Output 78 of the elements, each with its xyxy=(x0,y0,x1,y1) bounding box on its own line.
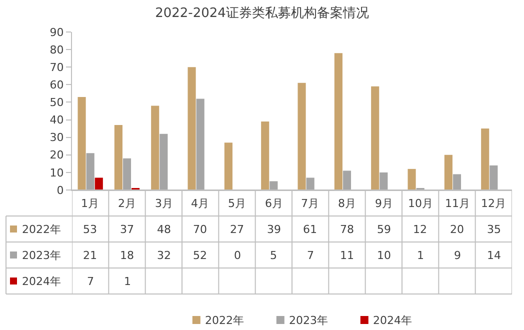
data-label: 14 xyxy=(487,249,501,262)
x-tick-label: 4月 xyxy=(191,197,209,210)
text: 2022年 xyxy=(205,314,244,327)
legend-label: 2023年 xyxy=(22,249,61,262)
data-label: 10 xyxy=(377,249,391,262)
x-tick-label: 2月 xyxy=(118,197,136,210)
bar xyxy=(334,53,342,190)
data-label: 9 xyxy=(454,249,461,262)
x-tick-label: 9月 xyxy=(375,197,393,210)
y-tick-label: 90 xyxy=(50,26,64,39)
bar xyxy=(306,178,314,190)
y-tick-label: 40 xyxy=(50,114,64,127)
bar xyxy=(224,142,232,190)
chart-title: 2022-2024证券类私募机构备案情况 xyxy=(155,5,369,22)
y-tick-label: 20 xyxy=(50,148,64,162)
data-label: 11 xyxy=(340,249,354,262)
data-label: 7 xyxy=(307,249,314,262)
text: 2023年 xyxy=(289,314,328,327)
data-label: 78 xyxy=(340,223,354,236)
bar xyxy=(86,153,94,190)
data-label: 18 xyxy=(120,249,134,262)
y-tick-label: 30 xyxy=(50,131,64,144)
legend-label: 2022年 xyxy=(22,223,61,236)
data-label: 35 xyxy=(487,223,501,236)
x-tick-label: 5月 xyxy=(228,197,246,210)
legend-label: 2024年 xyxy=(22,275,61,288)
x-tick-label: 8月 xyxy=(338,197,356,210)
data-label: 39 xyxy=(267,223,281,236)
bar xyxy=(371,86,380,190)
x-tick-label: 11月 xyxy=(445,197,470,210)
data-label: 5 xyxy=(270,249,277,262)
data-label: 0 xyxy=(234,249,241,262)
data-label: 1 xyxy=(124,275,131,288)
data-label: 53 xyxy=(83,223,97,236)
y-tick-label: 60 xyxy=(50,78,64,92)
x-tick-label: 1月 xyxy=(81,197,99,210)
data-label: 12 xyxy=(413,223,427,236)
data-label: 52 xyxy=(193,249,207,262)
x-tick-label: 3月 xyxy=(155,197,173,210)
x-tick-label: 6月 xyxy=(265,197,283,210)
data-label: 32 xyxy=(157,249,171,262)
bar xyxy=(188,67,196,190)
bar xyxy=(94,178,103,190)
bar xyxy=(408,168,416,190)
data-label: 20 xyxy=(450,223,464,236)
y-tick-label: 10 xyxy=(50,166,64,180)
data-label: 61 xyxy=(303,223,317,236)
bar xyxy=(122,158,132,190)
data-label: 70 xyxy=(193,223,207,236)
bar xyxy=(490,165,498,190)
y-tick-label: 80 xyxy=(50,43,64,56)
bar xyxy=(196,98,204,190)
y-tick-label: 50 xyxy=(50,96,64,110)
x-tick-label: 10月 xyxy=(408,197,433,210)
x-tick-label: 12月 xyxy=(481,197,506,210)
x-tick-label: 7月 xyxy=(301,197,319,210)
bar xyxy=(298,82,306,190)
data-label: 27 xyxy=(230,223,244,236)
data-label: 1 xyxy=(417,249,424,262)
bar xyxy=(444,154,452,190)
bar xyxy=(78,96,86,190)
y-tick-label: 70 xyxy=(50,60,64,74)
bar xyxy=(380,172,388,190)
bar xyxy=(342,170,352,190)
bar xyxy=(151,106,160,190)
data-label: 48 xyxy=(157,223,171,236)
bar xyxy=(270,181,278,190)
bar xyxy=(261,122,270,190)
data-label: 37 xyxy=(120,223,134,236)
bar xyxy=(160,134,168,190)
y-tick-label: 0 xyxy=(56,184,64,197)
bar xyxy=(452,174,462,190)
data-label: 7 xyxy=(87,275,94,288)
data-label: 21 xyxy=(83,249,97,262)
bar xyxy=(114,125,122,190)
data-label: 59 xyxy=(377,223,391,236)
bar xyxy=(481,128,490,190)
text: 2024年 xyxy=(373,314,412,327)
